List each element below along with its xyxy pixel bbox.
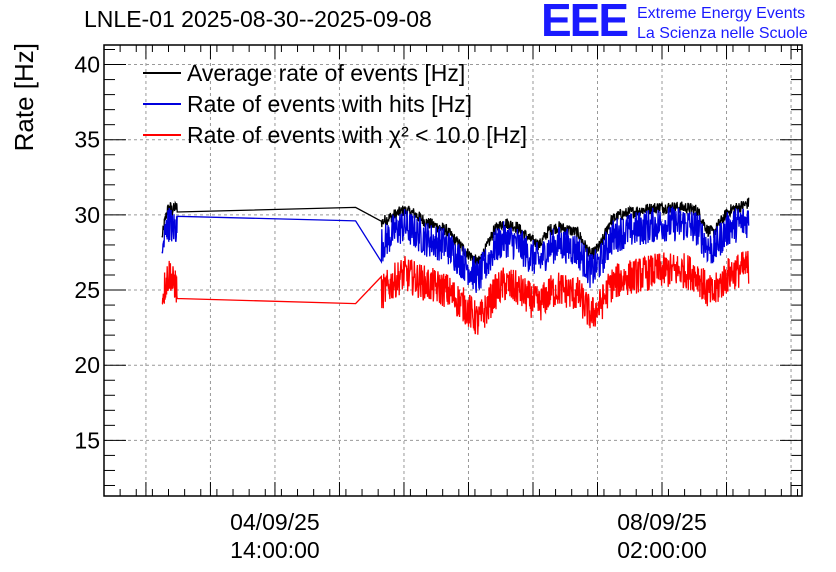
y-tick-label: 40 [74,52,100,78]
series-line-1 [161,205,750,293]
x-tick-date-label: 08/09/25 [617,509,707,535]
series-line-2 [161,250,750,335]
legend-label-0: Average rate of events [Hz] [187,60,465,86]
y-axis-label: Rate [Hz] [9,43,39,151]
y-tick-label: 35 [74,127,100,153]
legend-label-2: Rate of events with χ² < 10.0 [Hz] [187,122,527,148]
y-tick-label: 25 [74,277,100,303]
legend-label-1: Rate of events with hits [Hz] [187,91,472,117]
chart-title: LNLE-01 2025-08-30--2025-09-08 [84,6,432,32]
y-tick-label: 30 [74,202,100,228]
eee-logo-line2: La Scienza nelle Scuole [637,25,808,42]
eee-logo-mark: EEE [541,0,629,46]
plot-frame [103,44,803,497]
x-tick-time-label: 02:00:00 [617,537,707,563]
y-tick-label: 20 [74,352,100,378]
x-tick-time-label: 14:00:00 [230,537,320,563]
y-tick-label: 15 [74,427,100,453]
series-line-0 [161,197,750,268]
x-tick-date-label: 04/09/25 [230,509,320,535]
eee-logo-line1: Extreme Energy Events [637,5,806,22]
eee-logo-text: Extreme Energy Events La Scienza nelle S… [637,4,808,44]
